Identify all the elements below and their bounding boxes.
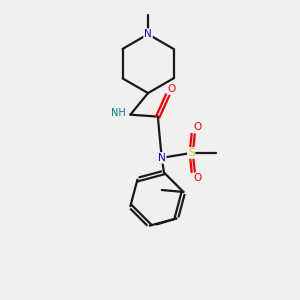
Text: O: O [193, 122, 201, 132]
Text: N: N [144, 29, 152, 39]
Text: O: O [167, 84, 176, 94]
Text: O: O [193, 173, 201, 184]
Text: N: N [158, 153, 166, 163]
Text: NH: NH [111, 108, 125, 118]
Text: S: S [188, 148, 194, 158]
